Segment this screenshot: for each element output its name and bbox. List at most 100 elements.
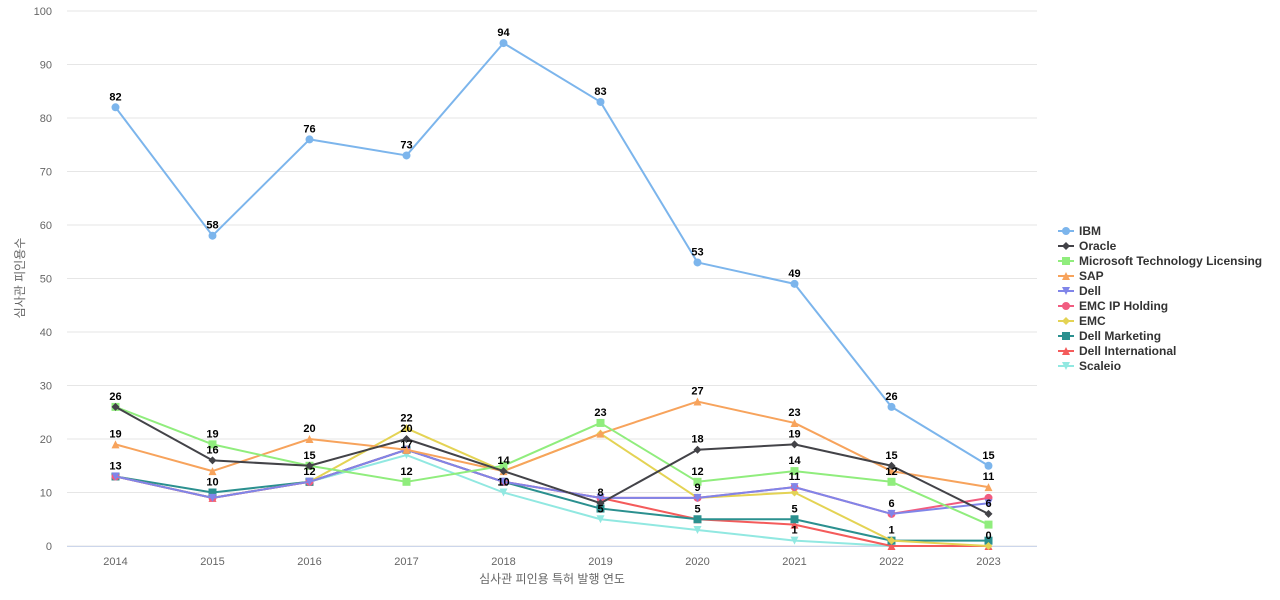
legend-label: Oracle [1079,239,1117,253]
legend-label: Dell Marketing [1079,329,1161,343]
legend-item[interactable]: EMC IP Holding [1058,299,1168,313]
series-point [596,429,605,438]
series-point [790,515,799,524]
series-point [887,461,896,470]
legend-label: SAP [1079,269,1104,283]
series-point [499,467,508,476]
legend-marker [1062,287,1070,295]
data-label: 49 [788,268,800,280]
series-point [402,445,411,454]
data-label: 5 [597,503,603,515]
series-point [887,477,896,486]
x-tick-label: 2023 [976,556,1000,568]
series-line [115,448,989,515]
series-point [887,402,896,411]
x-tick-label: 2015 [200,556,224,568]
data-label: 1 [791,525,797,537]
series-point [984,483,993,492]
y-tick-label: 0 [46,541,52,553]
legend-item[interactable]: Oracle [1058,239,1117,253]
data-label: 19 [788,428,800,440]
x-tick-label: 2017 [394,556,418,568]
data-label: 12 [400,466,412,478]
data-label: 15 [982,450,994,462]
series-point [111,402,120,411]
data-label: 15 [885,450,897,462]
data-label: 22 [400,412,412,424]
data-label: 19 [206,428,218,440]
legend-label: Scaleio [1079,359,1121,373]
series-point [596,493,605,502]
legend-item[interactable]: Microsoft Technology Licensing [1058,254,1262,268]
data-label: 11 [789,471,801,483]
legend-marker [1062,347,1070,355]
legend-label: Microsoft Technology Licensing [1079,254,1262,268]
data-label: 18 [691,434,703,446]
series-point [693,445,702,454]
legend-marker [1062,272,1070,280]
series-point [693,258,702,267]
data-label: 20 [400,423,412,435]
legend-item[interactable]: Scaleio [1058,359,1121,373]
series-point [305,477,314,486]
data-label: 14 [497,455,510,467]
legend-label: Dell International [1079,344,1176,358]
y-tick-label: 70 [40,167,52,179]
data-label: 5 [694,503,700,515]
series-point [208,467,217,476]
series-line [115,405,989,526]
x-tick-label: 2021 [782,556,806,568]
series-point [596,97,605,106]
data-label: 83 [594,86,606,98]
series-point [499,488,508,497]
legend-marker [1062,332,1070,340]
x-tick-label: 2022 [879,556,903,568]
legend-item[interactable]: Dell International [1058,344,1176,358]
series-point [693,493,702,502]
legend-item[interactable]: Dell [1058,284,1101,298]
series-point [984,542,993,550]
data-label: 0 [985,530,991,542]
legend-label: EMC [1079,314,1106,328]
legend-item[interactable]: IBM [1058,224,1101,238]
y-axis-title: 심사관 피인용수 [13,238,27,319]
series-microsoft-technology-licensing [111,402,993,529]
data-label: 10 [497,477,509,489]
legend-item[interactable]: EMC [1058,314,1106,328]
series-line [115,448,989,542]
series-point [887,467,896,476]
x-axis-title: 심사관 피인용 특허 발행 연도 [479,571,625,586]
series-point [984,509,993,518]
legend-label: IBM [1079,224,1101,238]
legend-item[interactable]: Dell Marketing [1058,329,1161,343]
y-tick-label: 30 [40,381,52,393]
legend-marker [1062,362,1070,370]
legend-marker [1062,257,1070,265]
data-label: 53 [691,246,703,258]
series-point [887,509,896,518]
data-label: 23 [788,407,800,419]
series-point [305,135,314,144]
series-point [693,525,702,534]
series-point [887,542,896,550]
legend-item[interactable]: SAP [1058,269,1104,283]
data-label: 11 [983,471,995,483]
legend-label: EMC IP Holding [1079,299,1168,313]
data-label: 14 [788,455,801,467]
x-tick-label: 2019 [588,556,612,568]
legend-marker [1062,227,1070,235]
x-tick-label: 2016 [297,556,321,568]
series-point [887,536,896,545]
series-point [693,397,702,406]
series-line [115,448,989,547]
series-point [693,515,702,524]
y-tick-label: 50 [40,274,52,286]
series-point [790,520,799,529]
series-point [499,461,508,470]
series-ibm [111,39,993,470]
data-label: 76 [303,123,315,135]
series-point [208,440,217,449]
